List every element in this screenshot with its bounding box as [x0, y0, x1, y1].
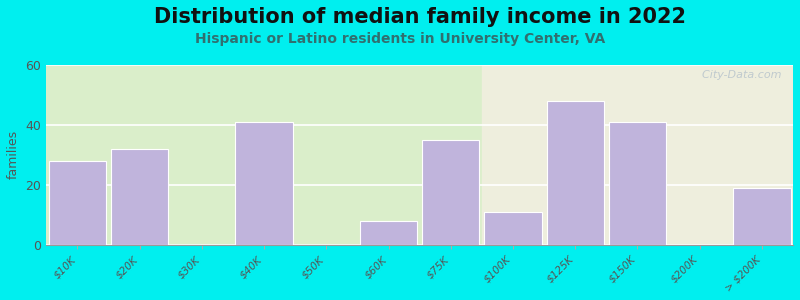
- Text: City-Data.com: City-Data.com: [695, 70, 782, 80]
- Bar: [546, 101, 604, 245]
- Bar: [46, 64, 482, 245]
- Bar: [484, 212, 542, 245]
- Bar: [49, 161, 106, 245]
- Bar: [609, 122, 666, 245]
- Bar: [235, 122, 293, 245]
- Bar: [482, 64, 800, 245]
- Title: Distribution of median family income in 2022: Distribution of median family income in …: [154, 7, 686, 27]
- Bar: [734, 188, 790, 245]
- Y-axis label: families: families: [7, 130, 20, 179]
- Bar: [111, 149, 168, 245]
- Bar: [422, 140, 479, 245]
- Bar: [360, 221, 417, 245]
- Text: Hispanic or Latino residents in University Center, VA: Hispanic or Latino residents in Universi…: [195, 32, 605, 46]
